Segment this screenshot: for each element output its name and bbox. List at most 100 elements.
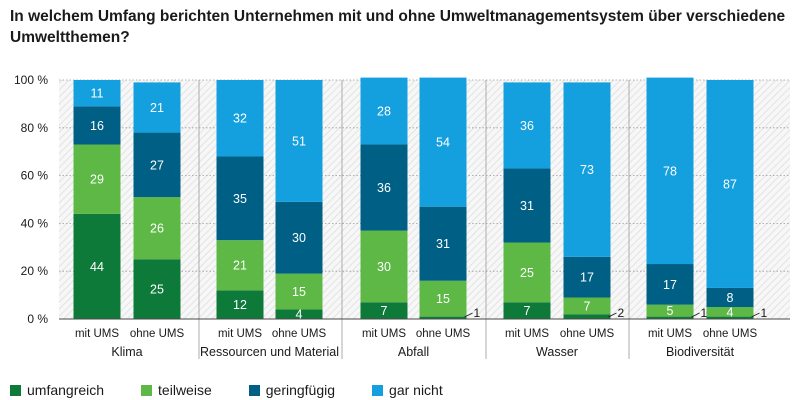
- category-label: mit UMS: [505, 328, 549, 340]
- bar-segment-garnicht: [706, 80, 754, 288]
- bar-segment-garnicht: [419, 77, 467, 207]
- bar-segment-garnicht: [360, 77, 408, 145]
- data-label: 17: [663, 278, 677, 292]
- legend: umfangreich teilweise geringfügig gar nicht: [10, 382, 480, 398]
- chart-title: In welchem Umfang berichten Unternehmen …: [10, 8, 786, 46]
- group-label: Biodiversität: [666, 345, 735, 359]
- category-label: mit UMS: [648, 328, 692, 340]
- bar-segment-umfangreich: [216, 290, 264, 319]
- bar-segment-garnicht: [275, 80, 323, 202]
- bar-segment-geringfgig: [216, 156, 264, 241]
- data-label: 5: [667, 304, 674, 318]
- data-label-outside: 2: [618, 306, 625, 320]
- category-label: ohne UMS: [130, 328, 185, 340]
- bar-segment-umfangreich: [563, 314, 611, 319]
- data-label: 4: [727, 305, 734, 319]
- legend-swatch: [248, 384, 260, 396]
- bar-segment-teilweise: [503, 242, 551, 303]
- data-label: 15: [292, 285, 306, 299]
- bar-segment-umfangreich: [133, 259, 181, 319]
- data-label: 4: [296, 308, 303, 322]
- category-label: mit UMS: [218, 328, 262, 340]
- data-label: 78: [663, 164, 677, 178]
- data-label-outside: 1: [761, 306, 768, 320]
- data-label: 16: [90, 119, 104, 133]
- category-label: ohne UMS: [703, 328, 758, 340]
- bar-segment-teilweise: [216, 240, 264, 291]
- category-label: ohne UMS: [272, 328, 327, 340]
- y-tick-label: 80 %: [21, 121, 49, 135]
- bar-segment-geringfgig: [73, 106, 121, 145]
- legend-swatch: [10, 384, 21, 396]
- data-label: 73: [580, 163, 594, 177]
- data-label: 7: [524, 304, 531, 318]
- data-label: 87: [723, 177, 737, 191]
- data-label: 35: [233, 192, 247, 206]
- legend-label: gar nicht: [389, 382, 443, 398]
- group-label: Abfall: [398, 345, 429, 359]
- data-label: 8: [727, 291, 734, 305]
- data-label: 32: [233, 112, 247, 126]
- data-label: 27: [150, 158, 164, 172]
- data-label: 31: [436, 237, 450, 251]
- legend-label: umfangreich: [27, 382, 105, 398]
- legend-label: geringfügig: [265, 382, 336, 398]
- bar-segment-garnicht: [503, 82, 551, 169]
- data-label: 12: [233, 298, 247, 312]
- data-label: 30: [377, 260, 391, 274]
- data-label: 54: [436, 136, 450, 150]
- bar-segment-geringfgig: [360, 144, 408, 231]
- data-label: 7: [381, 304, 388, 318]
- bar-segment-geringfgig: [419, 206, 467, 281]
- bar-segment-geringfgig: [503, 168, 551, 243]
- leader-line: [464, 312, 473, 318]
- legend-swatch: [372, 384, 384, 396]
- category-label: ohne UMS: [416, 328, 471, 340]
- y-tick-label: 20 %: [21, 264, 49, 278]
- data-label: 11: [91, 87, 104, 101]
- bar-segment-umfangreich: [503, 302, 551, 319]
- category-label: mit UMS: [362, 328, 406, 340]
- bar-segment-teilweise: [419, 280, 467, 317]
- data-label: 28: [377, 105, 391, 119]
- data-label: 36: [520, 119, 534, 133]
- bar-segment-garnicht: [563, 82, 611, 257]
- leader-line: [751, 312, 760, 318]
- legend-swatch: [141, 384, 153, 396]
- bar-segment-teilweise: [133, 197, 181, 260]
- group-label: Wasser: [536, 345, 578, 359]
- data-label: 7: [584, 299, 591, 313]
- bar-segment-geringfgig: [133, 132, 181, 198]
- bar-segment-teilweise: [706, 307, 754, 317]
- legend-label: teilweise: [158, 382, 212, 398]
- group-label: Klima: [111, 345, 142, 359]
- bar-segment-teilweise: [275, 273, 323, 310]
- data-label: 26: [150, 222, 164, 236]
- data-label: 25: [520, 266, 534, 280]
- y-tick-label: 0 %: [27, 312, 48, 326]
- y-tick-label: 60 %: [21, 169, 49, 183]
- bar-segment-teilweise: [646, 304, 694, 317]
- bar-segment-geringfgig: [706, 287, 754, 308]
- bar-segment-garnicht: [133, 82, 181, 133]
- bar-segment-umfangreich: [646, 316, 694, 319]
- legend-item: umfangreich: [10, 382, 104, 398]
- bar-segment-umfangreich: [360, 302, 408, 319]
- data-label-outside: 1: [701, 306, 708, 320]
- data-label: 29: [90, 173, 104, 187]
- bar-segment-geringfgig: [646, 264, 694, 305]
- legend-item: teilweise: [141, 382, 212, 398]
- data-label: 17: [580, 271, 594, 285]
- bar-segment-umfangreich: [706, 316, 754, 319]
- bar-segment-teilweise: [360, 230, 408, 303]
- y-tick-label: 100 %: [14, 73, 48, 87]
- data-label: 51: [292, 134, 306, 148]
- legend-item: geringfügig: [248, 382, 336, 398]
- data-label: 15: [436, 292, 450, 306]
- data-label: 21: [150, 101, 164, 115]
- bar-segment-umfangreich: [275, 309, 323, 319]
- bar-segment-garnicht: [73, 80, 121, 107]
- bar-segment-teilweise: [73, 144, 121, 214]
- legend-item: gar nicht: [372, 382, 443, 398]
